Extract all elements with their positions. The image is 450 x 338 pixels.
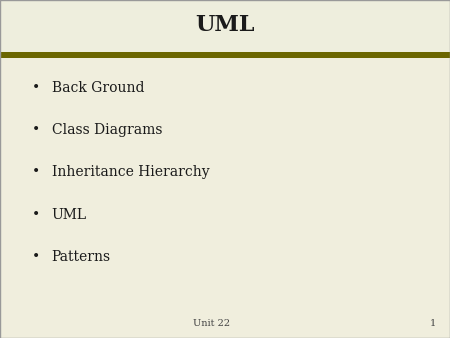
Text: Unit 22: Unit 22: [193, 319, 230, 328]
Text: Back Ground: Back Ground: [52, 81, 144, 95]
Text: •: •: [32, 208, 40, 222]
Text: Patterns: Patterns: [52, 250, 111, 264]
Text: UML: UML: [52, 208, 87, 222]
Text: •: •: [32, 165, 40, 179]
Text: UML: UML: [195, 14, 255, 35]
Text: Inheritance Hierarchy: Inheritance Hierarchy: [52, 165, 209, 179]
Text: •: •: [32, 123, 40, 137]
Bar: [0, 52, 450, 58]
Text: 1: 1: [430, 319, 436, 328]
Text: Class Diagrams: Class Diagrams: [52, 123, 162, 137]
Bar: [0, 0, 450, 52]
Text: •: •: [32, 81, 40, 95]
Text: •: •: [32, 250, 40, 264]
